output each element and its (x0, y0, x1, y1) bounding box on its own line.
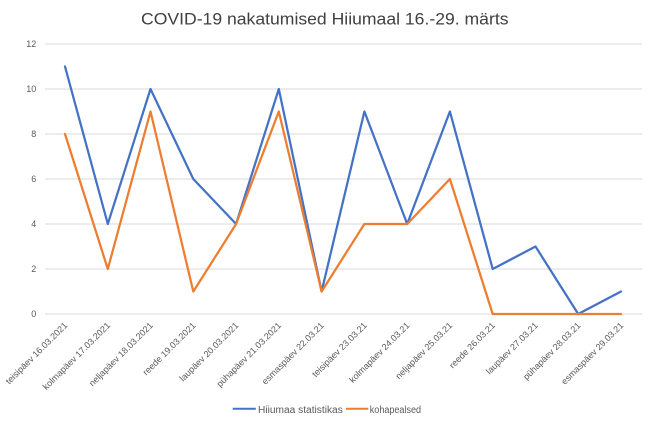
svg-text:Hiiumaa statistikas: Hiiumaa statistikas (258, 405, 343, 416)
svg-text:0: 0 (31, 309, 36, 319)
svg-text:COVID-19 nakatumised Hiiumaal: COVID-19 nakatumised Hiiumaal 16.-29. mä… (141, 10, 509, 29)
svg-text:kohapealsed: kohapealsed (370, 405, 421, 416)
svg-text:12: 12 (26, 39, 36, 49)
svg-text:10: 10 (26, 84, 36, 94)
svg-text:4: 4 (31, 219, 36, 229)
svg-text:8: 8 (31, 129, 36, 139)
svg-text:6: 6 (31, 174, 36, 184)
svg-text:2: 2 (31, 264, 36, 274)
